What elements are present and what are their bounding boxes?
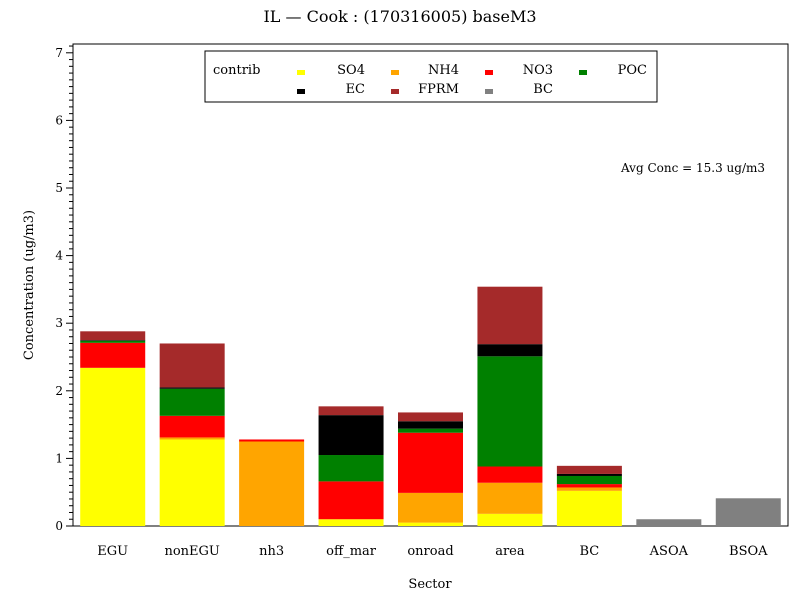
legend-swatch-so4 bbox=[297, 70, 305, 75]
legend-swatch-ec bbox=[297, 89, 305, 94]
bar-segment-no3-onroad bbox=[398, 432, 463, 493]
bar-segment-no3-bc bbox=[556, 484, 622, 488]
legend-swatch-fprm bbox=[391, 89, 399, 94]
x-tick-label: BSOA bbox=[729, 544, 768, 559]
bar-segment-poc-nonegu bbox=[159, 388, 225, 416]
bar-segment-nh4-nh3 bbox=[239, 441, 305, 526]
bar-segment-no3-area bbox=[477, 466, 543, 483]
legend-label-poc: POC bbox=[618, 63, 647, 78]
avg-conc-annotation: Avg Conc = 15.3 ug/m3 bbox=[620, 161, 765, 175]
legend-label-ec: EC bbox=[346, 82, 365, 97]
legend-label-no3: NO3 bbox=[523, 63, 553, 78]
x-tick-label: EGU bbox=[97, 544, 128, 559]
bar-segment-so4-onroad bbox=[398, 522, 463, 526]
bar-segment-poc-bc bbox=[556, 475, 622, 485]
x-tick-label: onroad bbox=[407, 544, 453, 559]
bar-segment-fprm-egu bbox=[80, 331, 146, 341]
legend-label-fprm: FPRM bbox=[418, 82, 459, 97]
legend-title: contrib bbox=[213, 63, 260, 78]
bar-segment-poc-onroad bbox=[398, 428, 463, 433]
bar-segment-fprm-bc bbox=[556, 465, 622, 474]
bar-segment-so4-nonegu bbox=[159, 439, 225, 526]
chart-title: IL — Cook : (170316005) baseM3 bbox=[263, 7, 536, 26]
x-tick-label: ASOA bbox=[649, 544, 689, 559]
bar-segment-fprm-nonegu bbox=[159, 343, 225, 388]
bar-segment-fprm-off_mar bbox=[318, 406, 384, 416]
x-tick-label: BC bbox=[580, 544, 600, 559]
legend-swatch-no3 bbox=[485, 70, 493, 75]
bar-segment-ec-bc bbox=[556, 473, 622, 476]
bar-segment-bc-asoa bbox=[636, 519, 702, 526]
y-axis: 0 1 2 3 4 5 6 7 bbox=[55, 45, 73, 533]
bar-segment-nh4-bc bbox=[556, 487, 622, 491]
bar-segment-so4-area bbox=[477, 513, 543, 526]
legend-swatch-poc bbox=[579, 70, 587, 75]
y-tick-label: 6 bbox=[55, 113, 63, 127]
bar-segment-so4-bc bbox=[556, 490, 622, 526]
bar-segment-bc-bsoa bbox=[715, 498, 781, 526]
bar-segment-poc-egu bbox=[80, 340, 146, 343]
y-tick-label: 4 bbox=[55, 249, 63, 263]
legend-swatch-nh4 bbox=[391, 70, 399, 75]
bar-segment-no3-off_mar bbox=[318, 481, 384, 520]
bar-segment-ec-off_mar bbox=[318, 415, 384, 456]
bars bbox=[80, 286, 781, 526]
bar-segment-nh4-nonegu bbox=[159, 437, 225, 440]
bar-segment-fprm-onroad bbox=[398, 412, 463, 422]
legend-label-so4: SO4 bbox=[337, 63, 365, 78]
legend-label-bc: BC bbox=[533, 82, 553, 97]
bar-segment-nh4-area bbox=[477, 482, 543, 514]
bar-segment-no3-egu bbox=[80, 342, 146, 368]
x-tick-label: off_mar bbox=[326, 544, 377, 559]
bar-segment-ec-onroad bbox=[398, 421, 463, 429]
bar-segment-nh4-onroad bbox=[398, 492, 463, 523]
legend-swatch-bc bbox=[485, 89, 493, 94]
y-tick-label: 3 bbox=[55, 316, 63, 330]
bar-segment-ec-area bbox=[477, 344, 543, 357]
bar-segment-poc-area bbox=[477, 356, 543, 467]
legend-items: SO4 NH4 NO3 POC EC FPRM BC bbox=[297, 63, 647, 97]
x-tick-label: area bbox=[495, 544, 525, 559]
legend: contrib SO4 NH4 NO3 POC EC FPRM BC bbox=[204, 50, 658, 103]
bar-segment-so4-off_mar bbox=[318, 519, 384, 526]
x-axis-label: Sector bbox=[408, 577, 452, 592]
bar-segment-no3-nh3 bbox=[239, 439, 305, 442]
x-tick-label: nonEGU bbox=[164, 544, 219, 559]
bar-segment-no3-nonegu bbox=[159, 415, 225, 438]
bar-segment-ec-egu bbox=[80, 340, 146, 341]
x-tick-label: nh3 bbox=[259, 544, 284, 559]
bar-segment-fprm-area bbox=[477, 286, 543, 345]
legend-label-nh4: NH4 bbox=[428, 63, 459, 78]
bar-segment-ec-nonegu bbox=[159, 387, 225, 389]
y-axis-label: Concentration (ug/m3) bbox=[22, 210, 37, 360]
y-tick-label: 7 bbox=[55, 46, 63, 60]
bar-segment-poc-off_mar bbox=[318, 455, 384, 482]
y-tick-label: 0 bbox=[55, 519, 63, 533]
y-tick-label: 2 bbox=[55, 384, 63, 398]
y-tick-label: 1 bbox=[55, 451, 63, 465]
x-axis: EGU nonEGU nh3 off_mar onroad area BC ASOA BSOA bbox=[97, 544, 768, 559]
y-tick-label: 5 bbox=[55, 181, 63, 195]
bar-segment-so4-egu bbox=[80, 367, 146, 526]
legend-box bbox=[204, 50, 658, 103]
